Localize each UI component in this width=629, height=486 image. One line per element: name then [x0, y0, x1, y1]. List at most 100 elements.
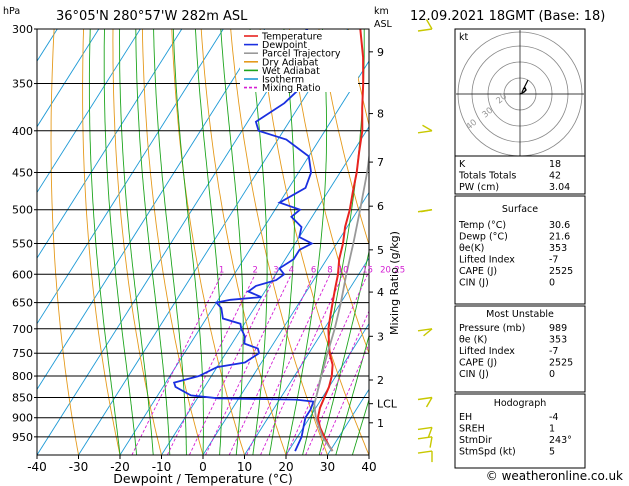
surface-value: 353: [549, 243, 567, 254]
km-tick-label: 7: [377, 156, 384, 169]
km-tick-label: 2: [377, 374, 384, 387]
wet-adiabat-line: [194, 29, 223, 455]
mixing-ratio-line: [131, 274, 223, 455]
x-tick-label: -30: [69, 460, 89, 474]
wind-barb-flag: [417, 436, 433, 440]
isobars: [37, 28, 369, 438]
hodograph-table-value: -4: [549, 412, 558, 423]
mixing-ratio-value: 8: [327, 265, 332, 275]
hodograph-table-title: Hodograph: [494, 398, 547, 409]
y-tick-label: 750: [12, 347, 33, 360]
isotherm-line: [78, 29, 349, 455]
wet-adiabat-line: [119, 29, 154, 455]
most-unstable-label: Lifted Index: [459, 346, 515, 357]
y-tick-label: 850: [12, 391, 33, 404]
index-label: PW (cm): [459, 182, 499, 193]
most-unstable-label: CIN (J): [459, 369, 489, 380]
x-tick-label: 40: [361, 460, 376, 474]
x-axis-label: Dewpoint / Temperature (°C): [113, 471, 292, 486]
mixing-ratio-value: 10: [338, 265, 349, 275]
wind-barb-flag: [417, 130, 433, 134]
km-tick-label: LCL: [377, 398, 398, 411]
hodograph-table-value: 1: [549, 424, 555, 435]
surface-box: [454, 195, 586, 305]
dry-adiabat-line: [613, 29, 629, 455]
wind-barb-flag: [417, 426, 433, 431]
surface-value: 21.6: [549, 232, 570, 243]
y-tick-label: 450: [12, 166, 33, 179]
dry-adiabat-line: [50, 29, 79, 455]
hodograph-trace: [519, 87, 527, 95]
wind-barb-flag: [417, 450, 433, 454]
surface-title: Surface: [502, 204, 538, 215]
wind-barb-flag: [417, 209, 433, 213]
hpa-label: hPa: [3, 6, 20, 17]
most-unstable-value: 989: [549, 323, 567, 334]
km-tick-label: 8: [377, 108, 384, 121]
x-tick-label: -20: [110, 460, 130, 474]
y-tick-label: 950: [12, 431, 33, 444]
most-unstable-value: 2525: [549, 358, 573, 369]
most-unstable-label: θe (K): [459, 335, 487, 346]
copyright: © weatheronline.co.uk: [486, 469, 623, 483]
mixing-ratio-line: [286, 274, 369, 455]
surface-value: -7: [549, 255, 558, 266]
wind-barb-shaft: [429, 436, 433, 448]
y-tick-label: 350: [12, 78, 33, 91]
hodograph-arrow: [521, 79, 529, 93]
mixing-ratio-axis-label: Mixing Ratio (g/kg): [388, 231, 401, 335]
surface-label: CAPE (J): [459, 266, 497, 277]
km-label: km: [374, 6, 389, 17]
most-unstable-label: Pressure (mb): [459, 323, 525, 334]
most-unstable-value: 0: [549, 369, 555, 380]
mixing-ratio-value: 15: [362, 265, 373, 275]
indices-box: [454, 155, 586, 195]
most-unstable-label: CAPE (J): [459, 358, 497, 369]
km-tick-label: 4: [377, 286, 384, 299]
surface-label: CIN (J): [459, 278, 489, 289]
wet-adiabat-line: [172, 29, 204, 455]
index-value: 18: [549, 159, 561, 170]
isotherm-line: [244, 257, 369, 455]
wet-adiabat-line: [351, 397, 369, 455]
y-tick-label: 700: [12, 323, 33, 336]
hodograph-table-box: [454, 393, 586, 469]
isotherm-line: [119, 60, 369, 455]
x-tick-label: 0: [199, 460, 207, 474]
isotherm-line: [37, 29, 307, 455]
isotherm-line: [37, 29, 100, 128]
index-value: 42: [549, 171, 561, 182]
wind-barb-shaft: [427, 427, 433, 438]
series-dewpoint: [172, 29, 320, 452]
isotherm-line: [202, 191, 369, 455]
y-tick-label: 550: [12, 237, 33, 250]
x-tick-label: 20: [278, 460, 293, 474]
most-unstable-title: Most Unstable: [486, 309, 554, 320]
wet-adiabat-line: [335, 334, 369, 455]
isotherm-line: [161, 125, 369, 455]
asl-label: ASL: [374, 19, 393, 30]
legend-label: Temperature: [261, 32, 322, 43]
hodograph-unit: kt: [459, 32, 469, 43]
mixing-ratio-lines: [131, 274, 369, 455]
surface-label: Dewp (°C): [459, 232, 508, 243]
surface-value: 30.6: [549, 220, 570, 231]
x-tick-label: 10: [237, 460, 252, 474]
y-tick-label: 300: [12, 23, 33, 36]
x-axis: -40 -30 -20 -10 0 10 20 30 40: [27, 455, 377, 474]
surface-value: 2525: [549, 266, 573, 277]
surface-label: Lifted Index: [459, 255, 515, 266]
surface-value: 0: [549, 278, 555, 289]
y-tick-label: 900: [12, 412, 33, 425]
dry-adiabat-line: [318, 29, 369, 247]
wind-barb-shaft: [423, 328, 433, 337]
km-tick-label: 1: [377, 417, 384, 430]
hodograph-table-label: EH: [459, 412, 472, 423]
hodograph-table-value: 5: [549, 447, 555, 458]
dry-adiabat-line: [584, 29, 629, 455]
wind-barb-shaft: [425, 19, 433, 30]
hodograph-table-value: 243°: [549, 435, 572, 446]
